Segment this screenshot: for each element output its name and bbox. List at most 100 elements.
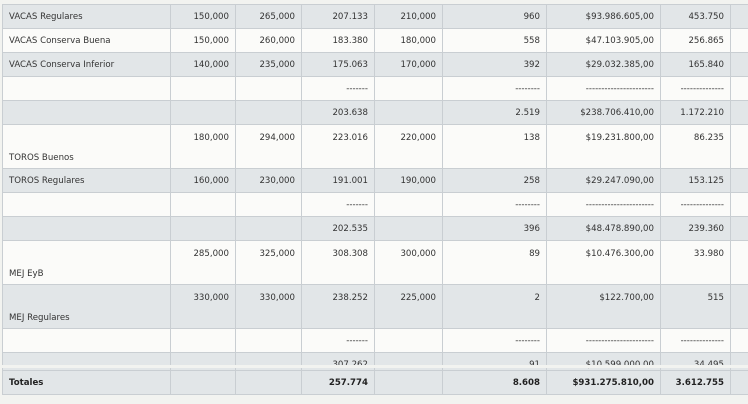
table-cell: 202.535 [301,216,375,241]
table-cell: 300,000 [374,240,443,285]
table-cell: 140,000 [170,52,236,77]
table-cell [374,76,443,101]
table-cell: 594 [730,168,748,193]
table-cell [170,216,236,241]
table-cell: $10.476.300,00 [546,240,661,285]
table-cell: -------------- [660,328,731,353]
table-cell [235,216,302,241]
table-cell: 453.750 [660,4,731,29]
table-cell: 258 [442,168,547,193]
table-cell: ------ [730,76,748,101]
table-cell: 230,000 [235,168,302,193]
table-cell: 235,000 [235,52,302,77]
table-cell: $29.032.385,00 [546,52,661,77]
table-cell: 175.063 [301,52,375,77]
table-cell [374,328,443,353]
table-cell: 190,000 [374,168,443,193]
table-cell: 180,000 [374,28,443,53]
table-cell: 325,000 [235,240,302,285]
table-row: ------- -------- ---------------------- ---… [2,192,748,217]
table-cell: ------ [730,192,748,217]
table-cell: ------- [301,76,375,101]
table-body: VACAS Regulares 150,000 265,000 207.133 210,… [2,4,748,377]
table-cell: 465 [730,100,748,125]
data-table: VACAS Regulares 150,000 265,000 207.133 210,… [2,4,748,377]
table-cell: 138 [442,124,547,169]
table-cell: 258 [730,284,748,329]
table-cell: 960 [442,4,547,29]
table-cell: 225,000 [374,284,443,329]
table-cell: 160,000 [170,168,236,193]
table-cell: ------- [301,192,375,217]
table-cell: 86.235 [660,124,731,169]
table-cell: 330,000 [235,284,302,329]
row-label: VACAS Regulares [2,4,171,29]
table-cell: 191.001 [301,168,375,193]
table-cell: 150,000 [170,28,236,53]
row-label: VACAS Conserva Inferior [2,52,171,77]
totals-avg-kg: 420 [730,370,748,395]
table-cell: 33.980 [660,240,731,285]
table-cell: ------ [730,328,748,353]
table-cell [170,76,236,101]
table-row: MEJ EyB 285,000 325,000 308.308 300,000 89 $10… [2,240,748,285]
table-cell: ------- [301,328,375,353]
totals-kg: 3.612.755 [660,370,731,395]
table-cell: 460 [730,28,748,53]
row-label [2,328,171,353]
table-cell: 423 [730,52,748,77]
totals-cell [170,370,236,395]
table-cell: 294,000 [235,124,302,169]
table-cell: $19.231.800,00 [546,124,661,169]
table-cell: 2 [442,284,547,329]
table-cell: 220,000 [374,124,443,169]
table-cell: 223.016 [301,124,375,169]
row-label: VACAS Conserva Buena [2,28,171,53]
table-row: 203.638 2.519$238.706.410,001.172.210465 [2,100,748,125]
table-cell: $48.478.890,00 [546,216,661,241]
row-label: MEJ EyB [2,240,171,285]
table-cell [170,192,236,217]
row-label: MEJ Regulares [2,284,171,329]
table-row: TOROS Regulares 160,000 230,000 191.001 190,… [2,168,748,193]
table-cell: $47.103.905,00 [546,28,661,53]
table-cell: $122.700,00 [546,284,661,329]
table-cell: -------------- [660,192,731,217]
table-cell [374,100,443,125]
table-cell: 207.133 [301,4,375,29]
table-cell: 239.360 [660,216,731,241]
totals-amount: $931.275.810,00 [546,370,661,395]
table-cell [235,76,302,101]
table-cell: 89 [442,240,547,285]
table-cell: 625 [730,124,748,169]
row-label [2,76,171,101]
table-cell: 256.865 [660,28,731,53]
table-cell: ---------------------- [546,328,661,353]
table-cell [235,328,302,353]
row-label [2,192,171,217]
table-row: VACAS Conserva Inferior 140,000 235,000 175… [2,52,748,77]
totals-label: Totales [2,370,171,395]
table-cell: 265,000 [235,4,302,29]
table-row: VACAS Regulares 150,000 265,000 207.133 210,… [2,4,748,29]
totals-row: Totales 257.774 8.608 $931.275.810,00 3.… [2,370,748,395]
table-cell: 396 [442,216,547,241]
table-cell: 330,000 [170,284,236,329]
table-cell: 382 [730,240,748,285]
table-cell: 203.638 [301,100,375,125]
totals-count: 8.608 [442,370,547,395]
table-row: TOROS Buenos 180,000 294,000 223.016 220,000… [2,124,748,169]
table-cell: 180,000 [170,124,236,169]
table-cell: 604 [730,216,748,241]
row-label [2,216,171,241]
table-cell: 308.308 [301,240,375,285]
table-cell: 150,000 [170,4,236,29]
totals-avg: 257.774 [301,370,375,395]
totals-cell [374,370,443,395]
separator [0,365,748,368]
table-cell: -------- [442,192,547,217]
table-cell: -------- [442,328,547,353]
table-cell: $93.986.605,00 [546,4,661,29]
table-cell: 558 [442,28,547,53]
